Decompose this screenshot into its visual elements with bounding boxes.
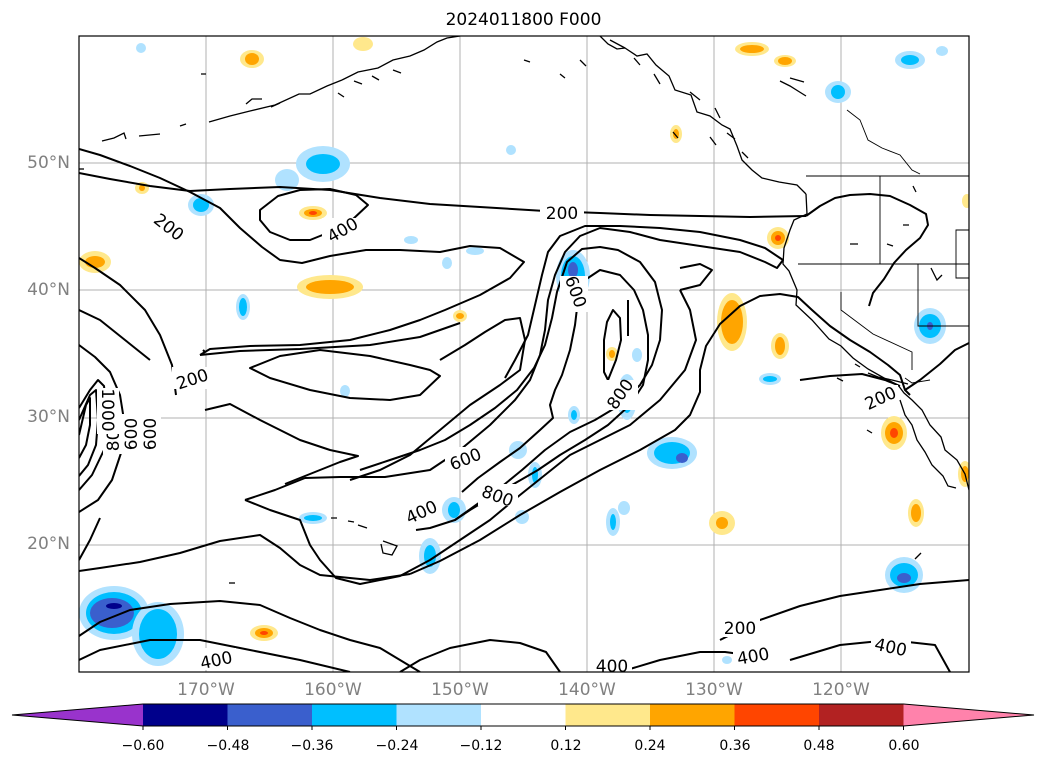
map-title: 2024011800 F000 — [445, 10, 602, 30]
colorbar-swatch — [312, 704, 397, 726]
contour-label: 200 — [546, 204, 578, 224]
colorbar-swatch — [565, 704, 651, 726]
contour-label: 400 — [596, 657, 628, 677]
colorbar-tick-label: −0.24 — [375, 738, 419, 754]
colorbar-tick-label: −0.36 — [290, 738, 334, 754]
colorbar-swatch — [396, 704, 482, 726]
contour-label: 1000 — [97, 388, 117, 431]
colorbar-extend-max — [903, 704, 1034, 726]
colorbar — [11, 703, 1035, 730]
colorbar-swatch — [227, 704, 313, 726]
colorbar-tick-label: −0.48 — [206, 738, 250, 754]
contour-labels: 200 200 200 200 200 400 400 400 400 400 … — [97, 202, 911, 677]
lat-label-30n: 30°N — [27, 407, 70, 427]
lon-label-140w: 140°W — [558, 680, 616, 700]
contour-label: 200 — [724, 619, 756, 639]
coastlines — [79, 36, 969, 584]
lon-label-150w: 150°W — [431, 680, 489, 700]
contours — [79, 148, 969, 672]
colorbar-tick-label: 0.12 — [550, 738, 582, 754]
lon-label-160w: 160°W — [304, 680, 362, 700]
lon-label-130w: 130°W — [685, 680, 743, 700]
colorbar-tick-label: 0.48 — [803, 738, 835, 754]
lat-label-40n: 40°N — [27, 280, 70, 300]
lat-label-20n: 20°N — [27, 534, 70, 554]
political-boundaries — [798, 109, 969, 384]
colorbar-tick-label: 0.36 — [719, 738, 751, 754]
colorbar-tick-label: −0.60 — [121, 738, 165, 754]
lon-label-120w: 120°W — [812, 680, 870, 700]
contour-label: 600 — [141, 418, 161, 450]
lon-label-170w: 170°W — [177, 680, 235, 700]
colorbar-swatch — [143, 704, 228, 726]
colorbar-tick-label: 0.60 — [888, 738, 920, 754]
colorbar-swatch — [481, 704, 566, 726]
colorbar-swatch — [650, 704, 735, 726]
colorbar-swatch — [819, 704, 904, 726]
colorbar-extend-min — [12, 704, 143, 726]
lat-label-50n: 50°N — [27, 153, 70, 173]
contour-label: 600 — [122, 418, 142, 450]
colorbar-tick-label: −0.12 — [459, 738, 503, 754]
plot-frame — [78, 35, 970, 673]
colorbar-tick-label: 0.24 — [634, 738, 666, 754]
colorbar-swatch — [734, 704, 820, 726]
